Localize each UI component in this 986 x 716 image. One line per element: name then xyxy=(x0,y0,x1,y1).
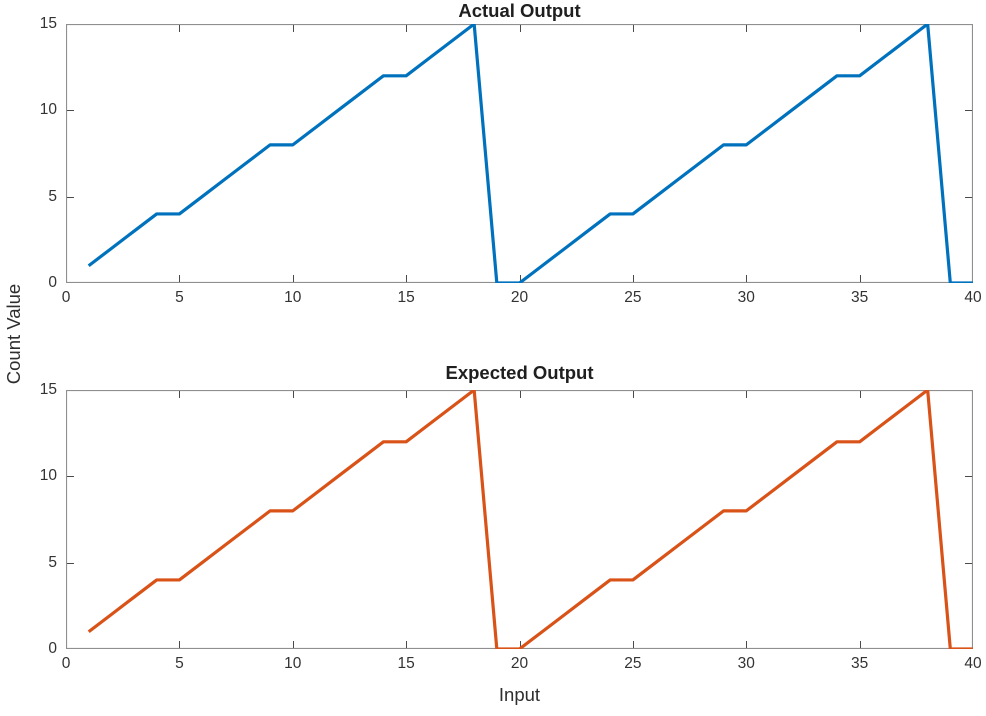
y-tick-label: 0 xyxy=(48,274,57,291)
x-tick-label: 40 xyxy=(964,655,982,672)
y-tick-label: 10 xyxy=(39,101,57,119)
x-tick-label: 30 xyxy=(737,655,755,672)
y-tick-label: 5 xyxy=(48,553,57,571)
x-tick-label: 0 xyxy=(61,655,71,672)
subplot-title-expected: Expected Output xyxy=(445,362,594,383)
x-tick-label: 5 xyxy=(175,289,184,306)
x-tick-label: 25 xyxy=(624,289,642,306)
x-tick-label: 35 xyxy=(851,289,869,306)
x-tick-label: 5 xyxy=(175,655,184,672)
axes-box xyxy=(66,390,973,649)
series-line-actual-output xyxy=(87,24,973,283)
y-tick-label: 5 xyxy=(48,187,57,205)
plot-area-actual xyxy=(66,24,973,283)
x-tick-label: 10 xyxy=(284,655,302,672)
plot-area-expected xyxy=(66,390,973,649)
y-tick-label: 10 xyxy=(39,467,57,485)
x-tick-label: 25 xyxy=(624,655,642,672)
subplot-title-actual: Actual Output xyxy=(458,0,581,21)
y-tick-label: 0 xyxy=(48,640,57,657)
x-tick-label: 15 xyxy=(397,655,415,672)
y-tick-label: 15 xyxy=(39,381,57,398)
x-tick-label: 20 xyxy=(510,655,529,672)
x-tick-label: 35 xyxy=(851,655,869,672)
y-tick-label: 15 xyxy=(39,15,57,32)
x-tick-label: 30 xyxy=(737,289,755,306)
x-axis-label: Input xyxy=(498,684,541,705)
x-tick-label: 10 xyxy=(284,289,302,306)
x-tick-label: 20 xyxy=(510,289,529,306)
x-tick-label: 40 xyxy=(964,289,982,306)
series-line-expected-output xyxy=(87,390,973,649)
x-tick-label: 0 xyxy=(61,289,71,306)
x-tick-label: 15 xyxy=(397,289,415,306)
